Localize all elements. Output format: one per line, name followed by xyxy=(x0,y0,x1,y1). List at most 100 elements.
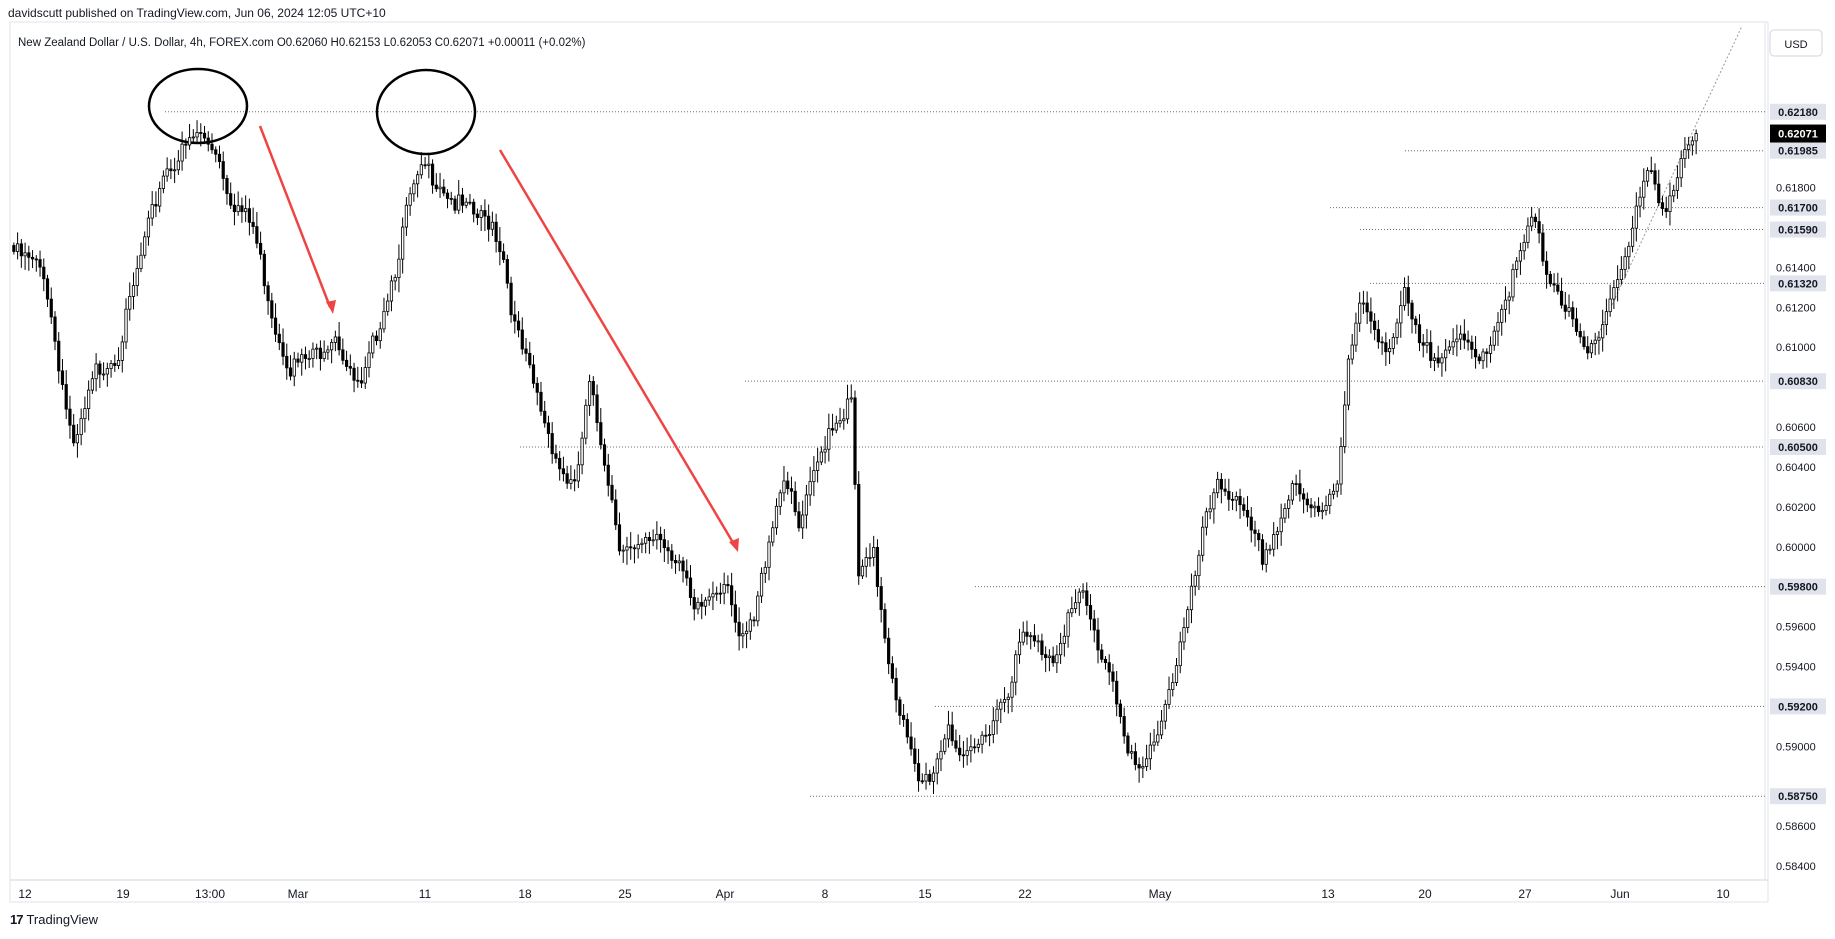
candle xyxy=(1137,757,1141,783)
candle-body xyxy=(307,357,311,360)
candle xyxy=(49,287,53,325)
candle xyxy=(1171,673,1175,697)
candle xyxy=(995,699,999,735)
candle-body xyxy=(1316,505,1321,513)
candle xyxy=(1582,330,1586,350)
candle xyxy=(1616,265,1620,302)
candle-body xyxy=(928,773,932,782)
candle xyxy=(801,500,805,539)
candle xyxy=(487,204,491,242)
candle-body xyxy=(1593,339,1597,344)
candle xyxy=(1275,526,1280,550)
candle-body xyxy=(1589,343,1594,354)
candle xyxy=(973,738,977,754)
candle xyxy=(558,450,562,481)
candle-body xyxy=(1305,498,1309,506)
time-tick-label: 11 xyxy=(419,887,432,901)
arrow-head-2 xyxy=(729,538,739,552)
level-label-bg xyxy=(1770,103,1826,120)
candle-body xyxy=(1500,308,1504,323)
candle xyxy=(262,249,266,295)
candle-body xyxy=(617,524,622,552)
last-price-bg xyxy=(1770,124,1826,143)
candle-body xyxy=(1107,662,1111,673)
candle xyxy=(771,521,775,547)
candle xyxy=(838,407,842,428)
candle-body xyxy=(1638,196,1642,207)
candle-body xyxy=(1212,492,1216,510)
candle xyxy=(505,254,509,289)
candle-body xyxy=(1597,337,1601,341)
candle xyxy=(214,146,218,163)
candle xyxy=(23,242,27,270)
candle-body xyxy=(1227,490,1231,500)
candle xyxy=(1683,137,1687,168)
candle xyxy=(501,243,506,263)
candle-body xyxy=(191,136,195,139)
candle xyxy=(423,156,427,169)
candle xyxy=(457,180,461,215)
candle xyxy=(1040,633,1044,661)
candle-body xyxy=(958,747,962,756)
candle xyxy=(1660,195,1665,216)
candle-body xyxy=(367,352,371,369)
candle-body xyxy=(1619,268,1623,281)
candle-body xyxy=(1245,509,1250,518)
candle-body xyxy=(498,241,502,253)
candle xyxy=(1017,628,1022,664)
candle xyxy=(1496,312,1500,346)
candle xyxy=(1563,291,1567,320)
candle-body xyxy=(221,161,225,179)
candle-body xyxy=(733,604,737,623)
candle-body xyxy=(610,484,614,501)
candle xyxy=(1410,299,1414,334)
candle-body xyxy=(1387,347,1392,353)
candle xyxy=(509,276,513,323)
candle xyxy=(1526,217,1530,249)
candle-body xyxy=(1081,590,1085,593)
candle xyxy=(225,174,229,205)
candle xyxy=(240,197,244,223)
candle xyxy=(1679,150,1683,188)
price-tick-label: 0.61800 xyxy=(1776,183,1816,195)
candle-body xyxy=(1402,287,1407,307)
candle-body xyxy=(625,546,629,551)
candle-body xyxy=(94,363,98,380)
candle xyxy=(1118,699,1123,724)
level-label-bg xyxy=(1770,221,1826,238)
candle xyxy=(1111,663,1115,692)
candle-body xyxy=(931,772,936,782)
candle-body xyxy=(812,470,816,483)
price-tick-label: 0.60000 xyxy=(1776,542,1816,554)
candle xyxy=(1627,241,1631,270)
tradingview-brand: TradingView xyxy=(26,912,99,927)
candle-body xyxy=(838,420,842,424)
candle xyxy=(1186,606,1190,634)
candle-body xyxy=(509,282,513,316)
currency-button[interactable]: USD xyxy=(1769,29,1823,57)
candle xyxy=(1309,498,1313,518)
candle xyxy=(1156,720,1160,747)
candle-body xyxy=(430,163,435,186)
candle-body xyxy=(169,168,173,172)
candle xyxy=(45,274,50,308)
time-tick-label: 8 xyxy=(822,887,829,901)
tradingview-logo[interactable]: 17 TradingView xyxy=(10,912,98,927)
candle-body xyxy=(587,381,592,406)
candle-body xyxy=(146,217,151,238)
candle-body xyxy=(890,663,894,679)
candle-body xyxy=(277,333,281,344)
candle-body xyxy=(1040,640,1044,655)
candle xyxy=(1014,650,1018,696)
level-label: 0.59200 xyxy=(1778,701,1818,713)
candle-body xyxy=(416,174,420,185)
candle xyxy=(692,588,696,621)
candle-body xyxy=(1578,331,1582,338)
candle xyxy=(1088,594,1093,631)
candle xyxy=(1354,312,1358,352)
candle-body xyxy=(655,533,659,541)
candle-body xyxy=(1642,180,1646,198)
candle xyxy=(135,255,139,297)
candle-body xyxy=(505,259,509,284)
